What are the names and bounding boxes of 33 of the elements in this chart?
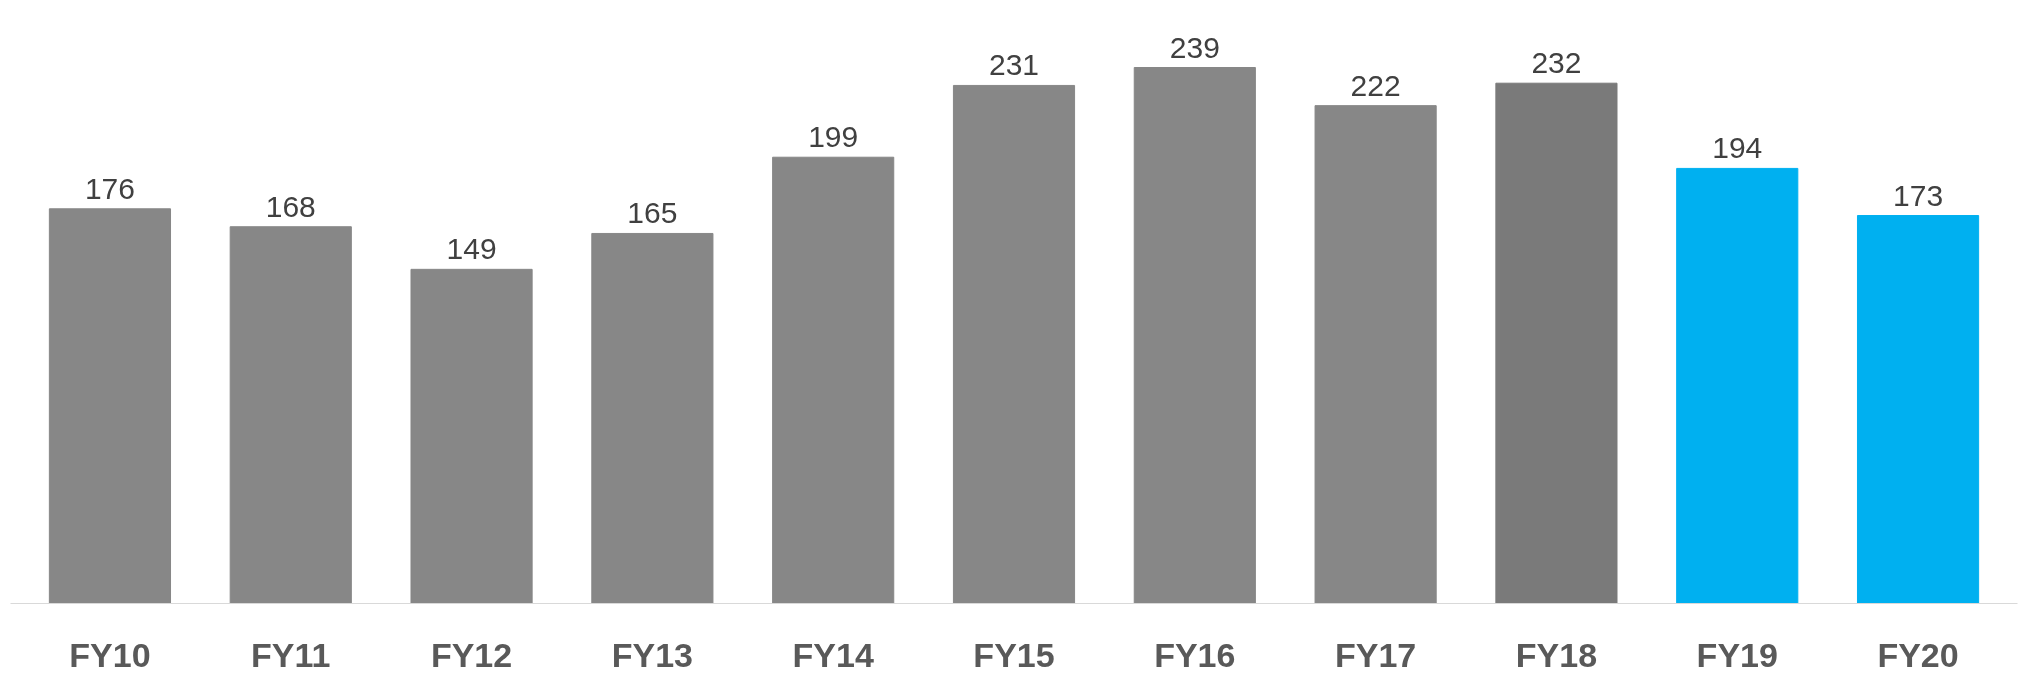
x-tick-label: FY18 bbox=[1515, 635, 1598, 674]
data-label: 194 bbox=[1712, 131, 1763, 165]
x-tick-label: FY17 bbox=[1334, 635, 1417, 674]
bar bbox=[1856, 215, 1980, 604]
bar bbox=[1676, 167, 1799, 604]
data-label: 168 bbox=[265, 189, 316, 223]
x-tick-label: FY20 bbox=[1877, 635, 1959, 674]
data-label: 176 bbox=[84, 171, 135, 205]
x-tick-label: FY11 bbox=[251, 635, 331, 674]
data-label: 222 bbox=[1350, 68, 1401, 102]
x-tick-label: FY13 bbox=[611, 635, 694, 674]
bar bbox=[48, 208, 172, 604]
data-label: 149 bbox=[446, 232, 497, 266]
data-label: 231 bbox=[988, 48, 1040, 82]
x-tick-label: FY15 bbox=[973, 635, 1055, 674]
x-tick-label: FY14 bbox=[792, 635, 874, 674]
bar bbox=[591, 232, 714, 604]
bar bbox=[772, 156, 895, 604]
bar bbox=[1495, 82, 1618, 604]
data-label: 232 bbox=[1531, 46, 1582, 80]
bar bbox=[229, 226, 352, 604]
x-tick-label: FY16 bbox=[1154, 635, 1236, 674]
data-label: 199 bbox=[808, 120, 859, 154]
bar bbox=[952, 84, 1076, 604]
data-label: 165 bbox=[627, 196, 678, 230]
data-label: 239 bbox=[1169, 30, 1220, 64]
x-tick-label: FY19 bbox=[1696, 635, 1778, 674]
bar bbox=[1314, 105, 1437, 604]
bar bbox=[1133, 67, 1256, 604]
bar bbox=[410, 268, 533, 604]
x-tick-label: FY12 bbox=[430, 635, 513, 674]
x-tick-label: FY10 bbox=[69, 635, 151, 674]
data-label: 173 bbox=[1893, 178, 1944, 212]
